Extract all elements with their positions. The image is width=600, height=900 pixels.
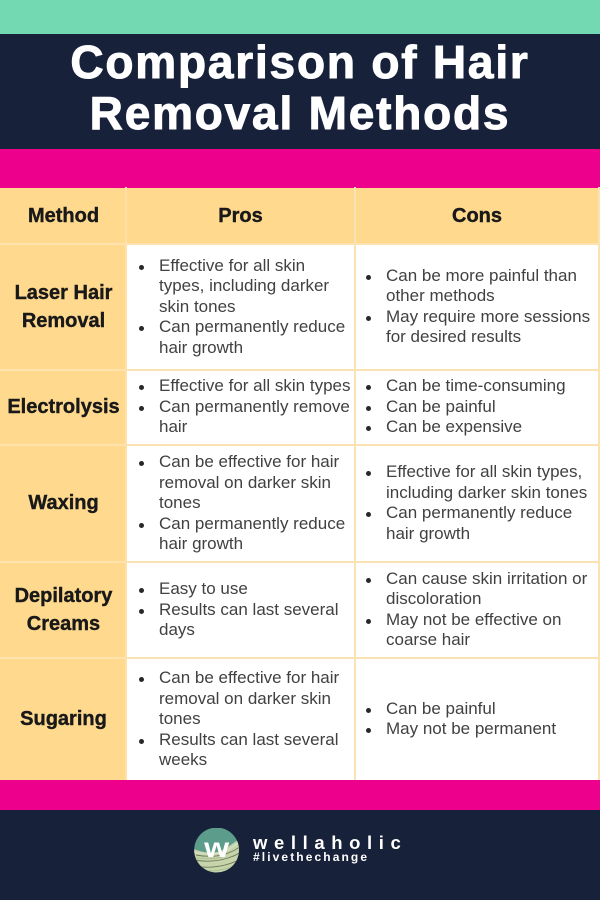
svg-text:w: w bbox=[203, 833, 230, 864]
